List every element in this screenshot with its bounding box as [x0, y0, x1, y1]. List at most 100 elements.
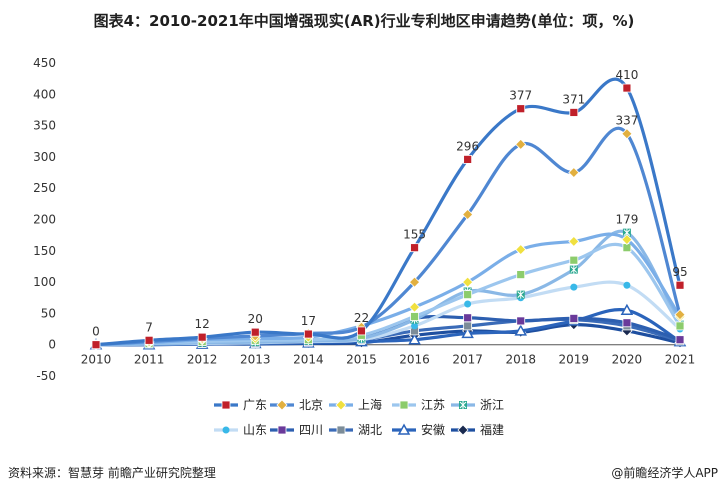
legend-item: 江苏	[392, 398, 445, 412]
data-label: 296	[456, 139, 479, 153]
data-label: 371	[562, 92, 585, 106]
legend-marker	[335, 399, 347, 411]
data-label: 337	[615, 114, 638, 128]
legend-label: 湖北	[358, 422, 382, 437]
data-point	[197, 332, 207, 342]
y-tick-label: 50	[41, 306, 56, 320]
y-tick-label: 100	[33, 275, 56, 289]
data-point	[410, 243, 419, 253]
data-point	[622, 318, 632, 328]
y-tick-label: 200	[33, 213, 56, 227]
data-point	[620, 303, 634, 316]
legend-item: 山东	[214, 423, 267, 437]
legend-label: 北京	[299, 398, 323, 412]
x-tick-label: 2012	[187, 353, 218, 367]
y-tick-label: 0	[48, 338, 56, 352]
data-label: 12	[195, 317, 210, 331]
data-point-cross	[570, 265, 578, 274]
data-point	[675, 321, 685, 331]
legend-marker	[457, 424, 469, 436]
legend-label: 江苏	[421, 398, 445, 412]
data-label: 17	[301, 314, 316, 328]
data-label: 7	[145, 320, 153, 334]
y-tick-label: 400	[33, 87, 56, 101]
data-point	[516, 270, 526, 279]
data-point	[569, 314, 579, 323]
legend-label: 广东	[243, 398, 267, 412]
y-tick-label: 150	[33, 244, 56, 258]
legend-item: 北京	[270, 398, 323, 412]
legend-marker	[336, 425, 346, 435]
x-tick-label: 2010	[81, 353, 112, 367]
y-tick-label: -50	[36, 369, 56, 383]
legend-marker	[399, 400, 409, 410]
data-point	[621, 233, 633, 246]
data-point	[570, 283, 578, 291]
legend-marker	[397, 423, 411, 435]
legend-label: 山东	[243, 423, 267, 437]
x-tick-label: 2017	[452, 353, 483, 367]
data-point	[675, 280, 685, 290]
legend-marker	[221, 400, 231, 410]
data-point	[463, 155, 473, 164]
legend-marker	[222, 426, 230, 434]
data-point	[408, 276, 421, 288]
legend-item: 安徽	[392, 422, 445, 437]
y-tick-label: 450	[33, 56, 56, 70]
legend-item: 湖北	[329, 422, 382, 437]
series-1	[91, 77, 685, 350]
data-label: 377	[509, 89, 532, 103]
legend-label: 四川	[299, 423, 323, 437]
data-point	[463, 290, 473, 300]
legend-item: 四川	[270, 423, 323, 437]
x-tick-label: 2019	[559, 353, 590, 367]
series-5	[92, 228, 684, 349]
data-point	[462, 208, 474, 221]
data-point	[463, 313, 473, 323]
data-point	[411, 322, 419, 330]
legend-item: 广东	[214, 398, 267, 412]
legend-item: 浙江	[451, 398, 504, 412]
legend-item: 上海	[329, 397, 382, 412]
data-point	[357, 326, 366, 336]
data-point	[462, 276, 474, 288]
data-point	[568, 166, 580, 179]
x-tick-label: 2013	[240, 353, 271, 367]
data-point	[408, 301, 421, 313]
data-point	[623, 281, 631, 289]
legend-label: 浙江	[480, 398, 504, 412]
data-point	[516, 104, 526, 114]
data-label: 179	[615, 213, 638, 227]
data-label: 22	[354, 311, 369, 325]
legend-marker	[277, 425, 287, 435]
data-point	[621, 128, 633, 140]
data-point	[675, 335, 685, 345]
data-point	[464, 300, 472, 308]
data-label: 410	[615, 68, 638, 82]
data-point	[622, 83, 632, 93]
legend-label: 安徽	[421, 422, 445, 437]
x-tick-label: 2020	[612, 353, 643, 367]
y-tick-label: 350	[33, 119, 56, 133]
data-label: 95	[672, 265, 687, 279]
x-tick-label: 2016	[399, 353, 430, 367]
legend-marker	[276, 399, 288, 411]
data-point	[144, 335, 154, 345]
data-point	[569, 255, 579, 265]
data-point	[408, 333, 421, 345]
x-tick-label: 2018	[505, 353, 536, 367]
data-point	[250, 327, 260, 337]
data-point	[674, 309, 686, 321]
data-point	[515, 138, 527, 150]
y-tick-label: 250	[33, 181, 56, 195]
x-tick-label: 2015	[346, 353, 377, 367]
data-point	[514, 324, 528, 336]
y-tick-label: 300	[33, 150, 56, 164]
x-tick-label: 2021	[665, 353, 696, 367]
legend-label: 福建	[480, 422, 504, 437]
brand-credit: @前瞻经济学人APP	[611, 466, 718, 480]
data-label: 20	[248, 312, 263, 326]
